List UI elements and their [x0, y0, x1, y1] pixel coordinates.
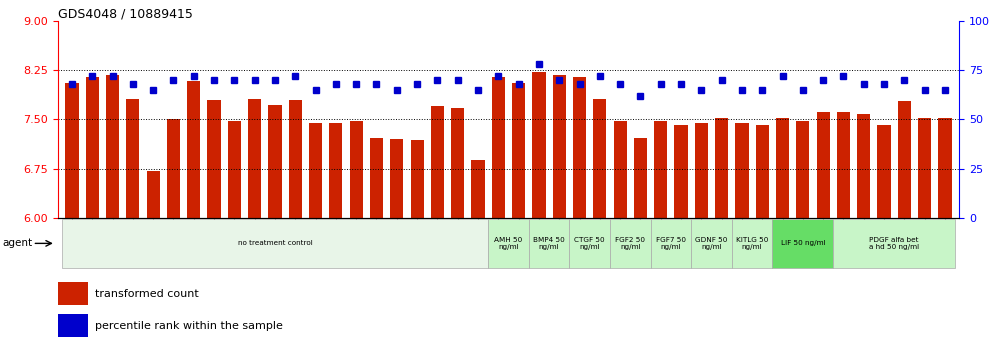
Bar [492, 77, 505, 218]
Bar [309, 123, 322, 218]
Bar [471, 160, 485, 218]
Bar [633, 138, 647, 218]
FancyBboxPatch shape [529, 219, 570, 268]
Bar [715, 118, 728, 218]
FancyBboxPatch shape [570, 219, 610, 268]
Bar [330, 123, 343, 218]
Bar [858, 114, 871, 218]
Bar [66, 84, 79, 218]
Bar [674, 125, 687, 218]
Bar [126, 98, 139, 218]
Text: AMH 50
ng/ml: AMH 50 ng/ml [494, 237, 523, 250]
Bar [248, 98, 261, 218]
Bar [350, 121, 363, 218]
Bar [187, 81, 200, 218]
Text: BMP4 50
ng/ml: BMP4 50 ng/ml [533, 237, 565, 250]
Text: no treatment control: no treatment control [238, 240, 313, 246]
Bar [289, 100, 302, 218]
Bar [106, 75, 120, 218]
Bar [207, 100, 221, 218]
FancyBboxPatch shape [772, 219, 834, 268]
Bar [877, 125, 890, 218]
Text: GDS4048 / 10889415: GDS4048 / 10889415 [58, 7, 192, 20]
Bar [58, 282, 88, 305]
Text: percentile rank within the sample: percentile rank within the sample [96, 320, 283, 331]
Text: agent: agent [2, 238, 32, 249]
Bar [938, 118, 951, 218]
Bar [370, 138, 383, 218]
Bar [167, 120, 180, 218]
FancyBboxPatch shape [650, 219, 691, 268]
Bar [573, 77, 586, 218]
Bar [614, 121, 626, 218]
FancyBboxPatch shape [834, 219, 955, 268]
Bar [58, 314, 88, 337]
Text: FGF7 50
ng/ml: FGF7 50 ng/ml [656, 237, 686, 250]
Bar [796, 121, 810, 218]
Bar [695, 123, 708, 218]
Bar [776, 118, 789, 218]
Bar [553, 75, 566, 218]
Bar [228, 121, 241, 218]
FancyBboxPatch shape [691, 219, 732, 268]
Bar [390, 139, 403, 218]
Bar [918, 118, 931, 218]
FancyBboxPatch shape [610, 219, 650, 268]
Bar [817, 112, 830, 218]
Text: FGF2 50
ng/ml: FGF2 50 ng/ml [616, 237, 645, 250]
Bar [897, 101, 911, 218]
Bar [532, 72, 546, 218]
Text: GDNF 50
ng/ml: GDNF 50 ng/ml [695, 237, 728, 250]
FancyBboxPatch shape [488, 219, 529, 268]
Bar [431, 106, 444, 218]
Bar [756, 125, 769, 218]
Bar [735, 123, 749, 218]
FancyBboxPatch shape [732, 219, 772, 268]
Bar [512, 84, 525, 218]
Text: LIF 50 ng/ml: LIF 50 ng/ml [781, 240, 825, 246]
Text: transformed count: transformed count [96, 289, 199, 299]
Bar [837, 112, 850, 218]
Text: PDGF alfa bet
a hd 50 ng/ml: PDGF alfa bet a hd 50 ng/ml [870, 237, 919, 250]
Bar [654, 121, 667, 218]
Text: KITLG 50
ng/ml: KITLG 50 ng/ml [736, 237, 768, 250]
Bar [268, 105, 282, 218]
Bar [410, 141, 423, 218]
Bar [594, 98, 607, 218]
Bar [451, 108, 464, 218]
Bar [146, 171, 159, 218]
Text: CTGF 50
ng/ml: CTGF 50 ng/ml [575, 237, 605, 250]
FancyBboxPatch shape [62, 219, 488, 268]
Bar [86, 77, 99, 218]
